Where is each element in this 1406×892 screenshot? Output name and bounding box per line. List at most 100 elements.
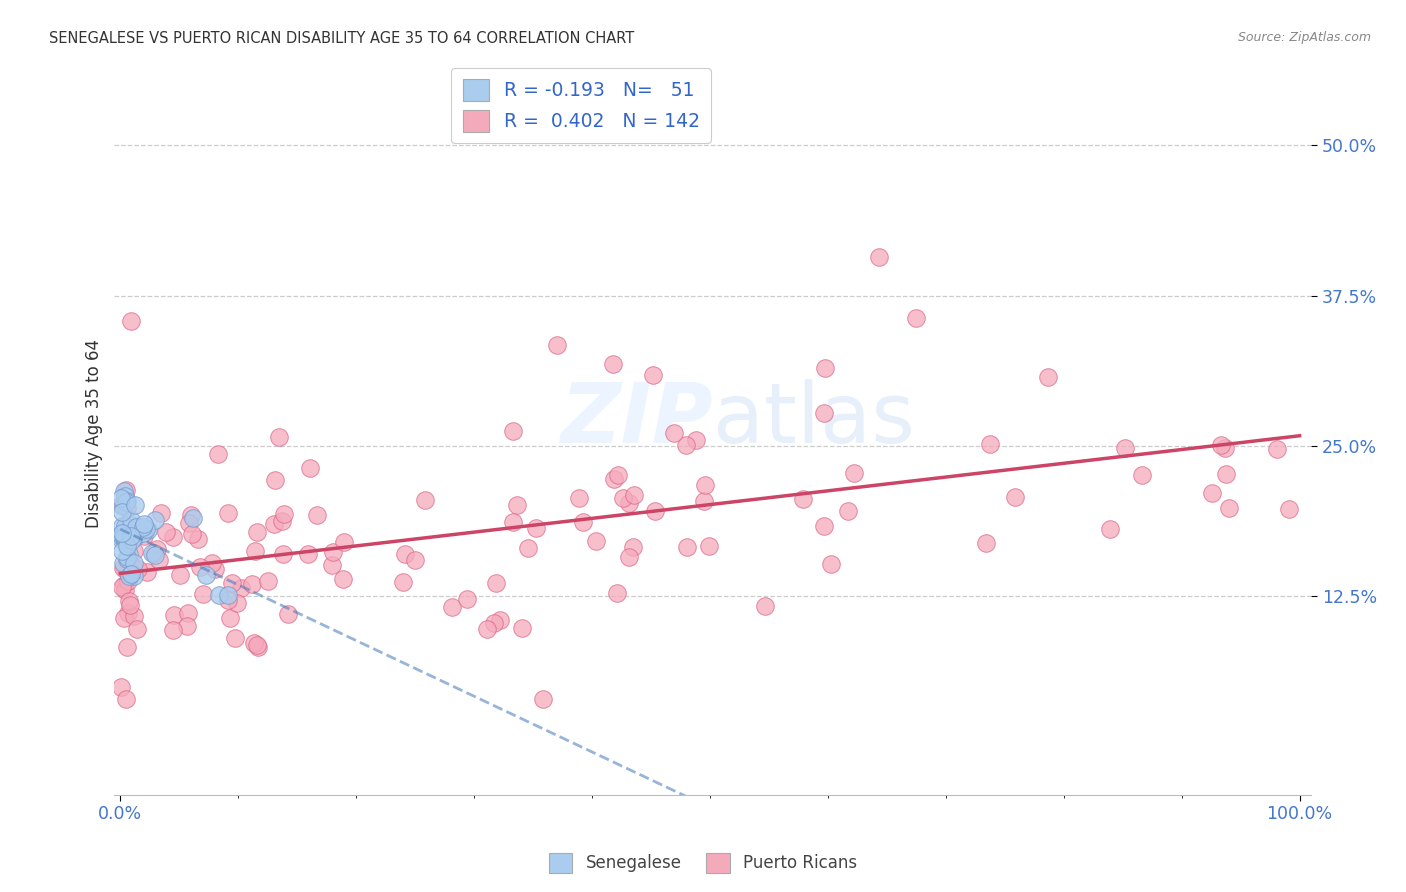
Point [484, 576, 506, 591]
Point [111, 505, 134, 519]
Point [110, 491, 132, 505]
Point [676, 540, 699, 554]
Point [976, 536, 998, 550]
Point [148, 553, 170, 567]
Point [1265, 442, 1288, 456]
Point [135, 566, 157, 580]
Point [606, 586, 628, 600]
Point [299, 460, 322, 475]
Point [267, 430, 290, 444]
Point [531, 691, 554, 706]
Point [693, 493, 716, 508]
Point [607, 467, 630, 482]
Point [585, 534, 607, 549]
Point [162, 530, 184, 544]
Point [644, 504, 666, 518]
Point [1201, 486, 1223, 500]
Point [132, 520, 155, 534]
Point [697, 539, 720, 553]
Point [1132, 467, 1154, 482]
Point [246, 638, 269, 652]
Point [115, 500, 138, 515]
Point [115, 483, 138, 498]
Point [623, 488, 645, 502]
Point [1218, 500, 1240, 515]
Point [546, 337, 568, 351]
Point [506, 498, 529, 512]
Point [243, 544, 266, 558]
Point [132, 525, 155, 540]
Text: atlas: atlas [713, 379, 915, 460]
Point [110, 680, 132, 694]
Point [124, 544, 146, 558]
Point [120, 517, 142, 532]
Point [217, 506, 239, 520]
Point [118, 594, 141, 608]
Point [603, 472, 626, 486]
Point [979, 437, 1001, 451]
Point [814, 360, 837, 375]
Point [112, 561, 135, 575]
Point [245, 525, 267, 540]
Point [685, 434, 707, 448]
Point [121, 533, 143, 548]
Point [114, 528, 136, 542]
Point [394, 547, 416, 561]
Point [115, 564, 138, 578]
Point [135, 522, 157, 536]
Point [754, 599, 776, 613]
Point [112, 532, 135, 546]
Point [247, 640, 270, 654]
Point [502, 516, 524, 530]
Point [263, 516, 285, 531]
Point [277, 607, 299, 621]
Point [792, 491, 814, 506]
Point [112, 499, 135, 513]
Point [124, 498, 146, 512]
Point [844, 467, 866, 481]
Point [477, 623, 499, 637]
Point [114, 582, 136, 597]
Point [1215, 467, 1237, 482]
Point [619, 549, 641, 564]
Point [115, 539, 138, 553]
Point [188, 560, 211, 574]
Point [1213, 441, 1236, 455]
Point [179, 516, 201, 530]
Point [226, 595, 249, 609]
Text: SENEGALESE VS PUERTO RICAN DISABILITY AGE 35 TO 64 CORRELATION CHART: SENEGALESE VS PUERTO RICAN DISABILITY AG… [49, 31, 634, 46]
Point [516, 541, 538, 556]
Point [484, 615, 506, 630]
Point [242, 636, 264, 650]
Point [617, 496, 640, 510]
Point [273, 507, 295, 521]
Point [221, 576, 243, 591]
Point [392, 574, 415, 589]
Point [456, 592, 478, 607]
Point [118, 547, 141, 561]
Point [111, 525, 134, 540]
Point [813, 406, 835, 420]
Point [1099, 522, 1122, 536]
Point [117, 524, 139, 539]
Point [117, 563, 139, 577]
Point [141, 546, 163, 560]
Point [1278, 502, 1301, 516]
Point [568, 491, 591, 505]
Point [162, 623, 184, 637]
Point [572, 515, 595, 529]
Point [112, 578, 135, 592]
Point [112, 530, 135, 544]
Point [110, 532, 132, 546]
Point [115, 552, 138, 566]
Point [120, 513, 142, 527]
Point [132, 516, 155, 531]
Point [143, 513, 166, 527]
Point [115, 529, 138, 543]
Point [127, 562, 149, 576]
Point [868, 251, 890, 265]
Point [1004, 490, 1026, 504]
Point [112, 610, 135, 624]
Point [120, 598, 142, 612]
Point [695, 477, 717, 491]
